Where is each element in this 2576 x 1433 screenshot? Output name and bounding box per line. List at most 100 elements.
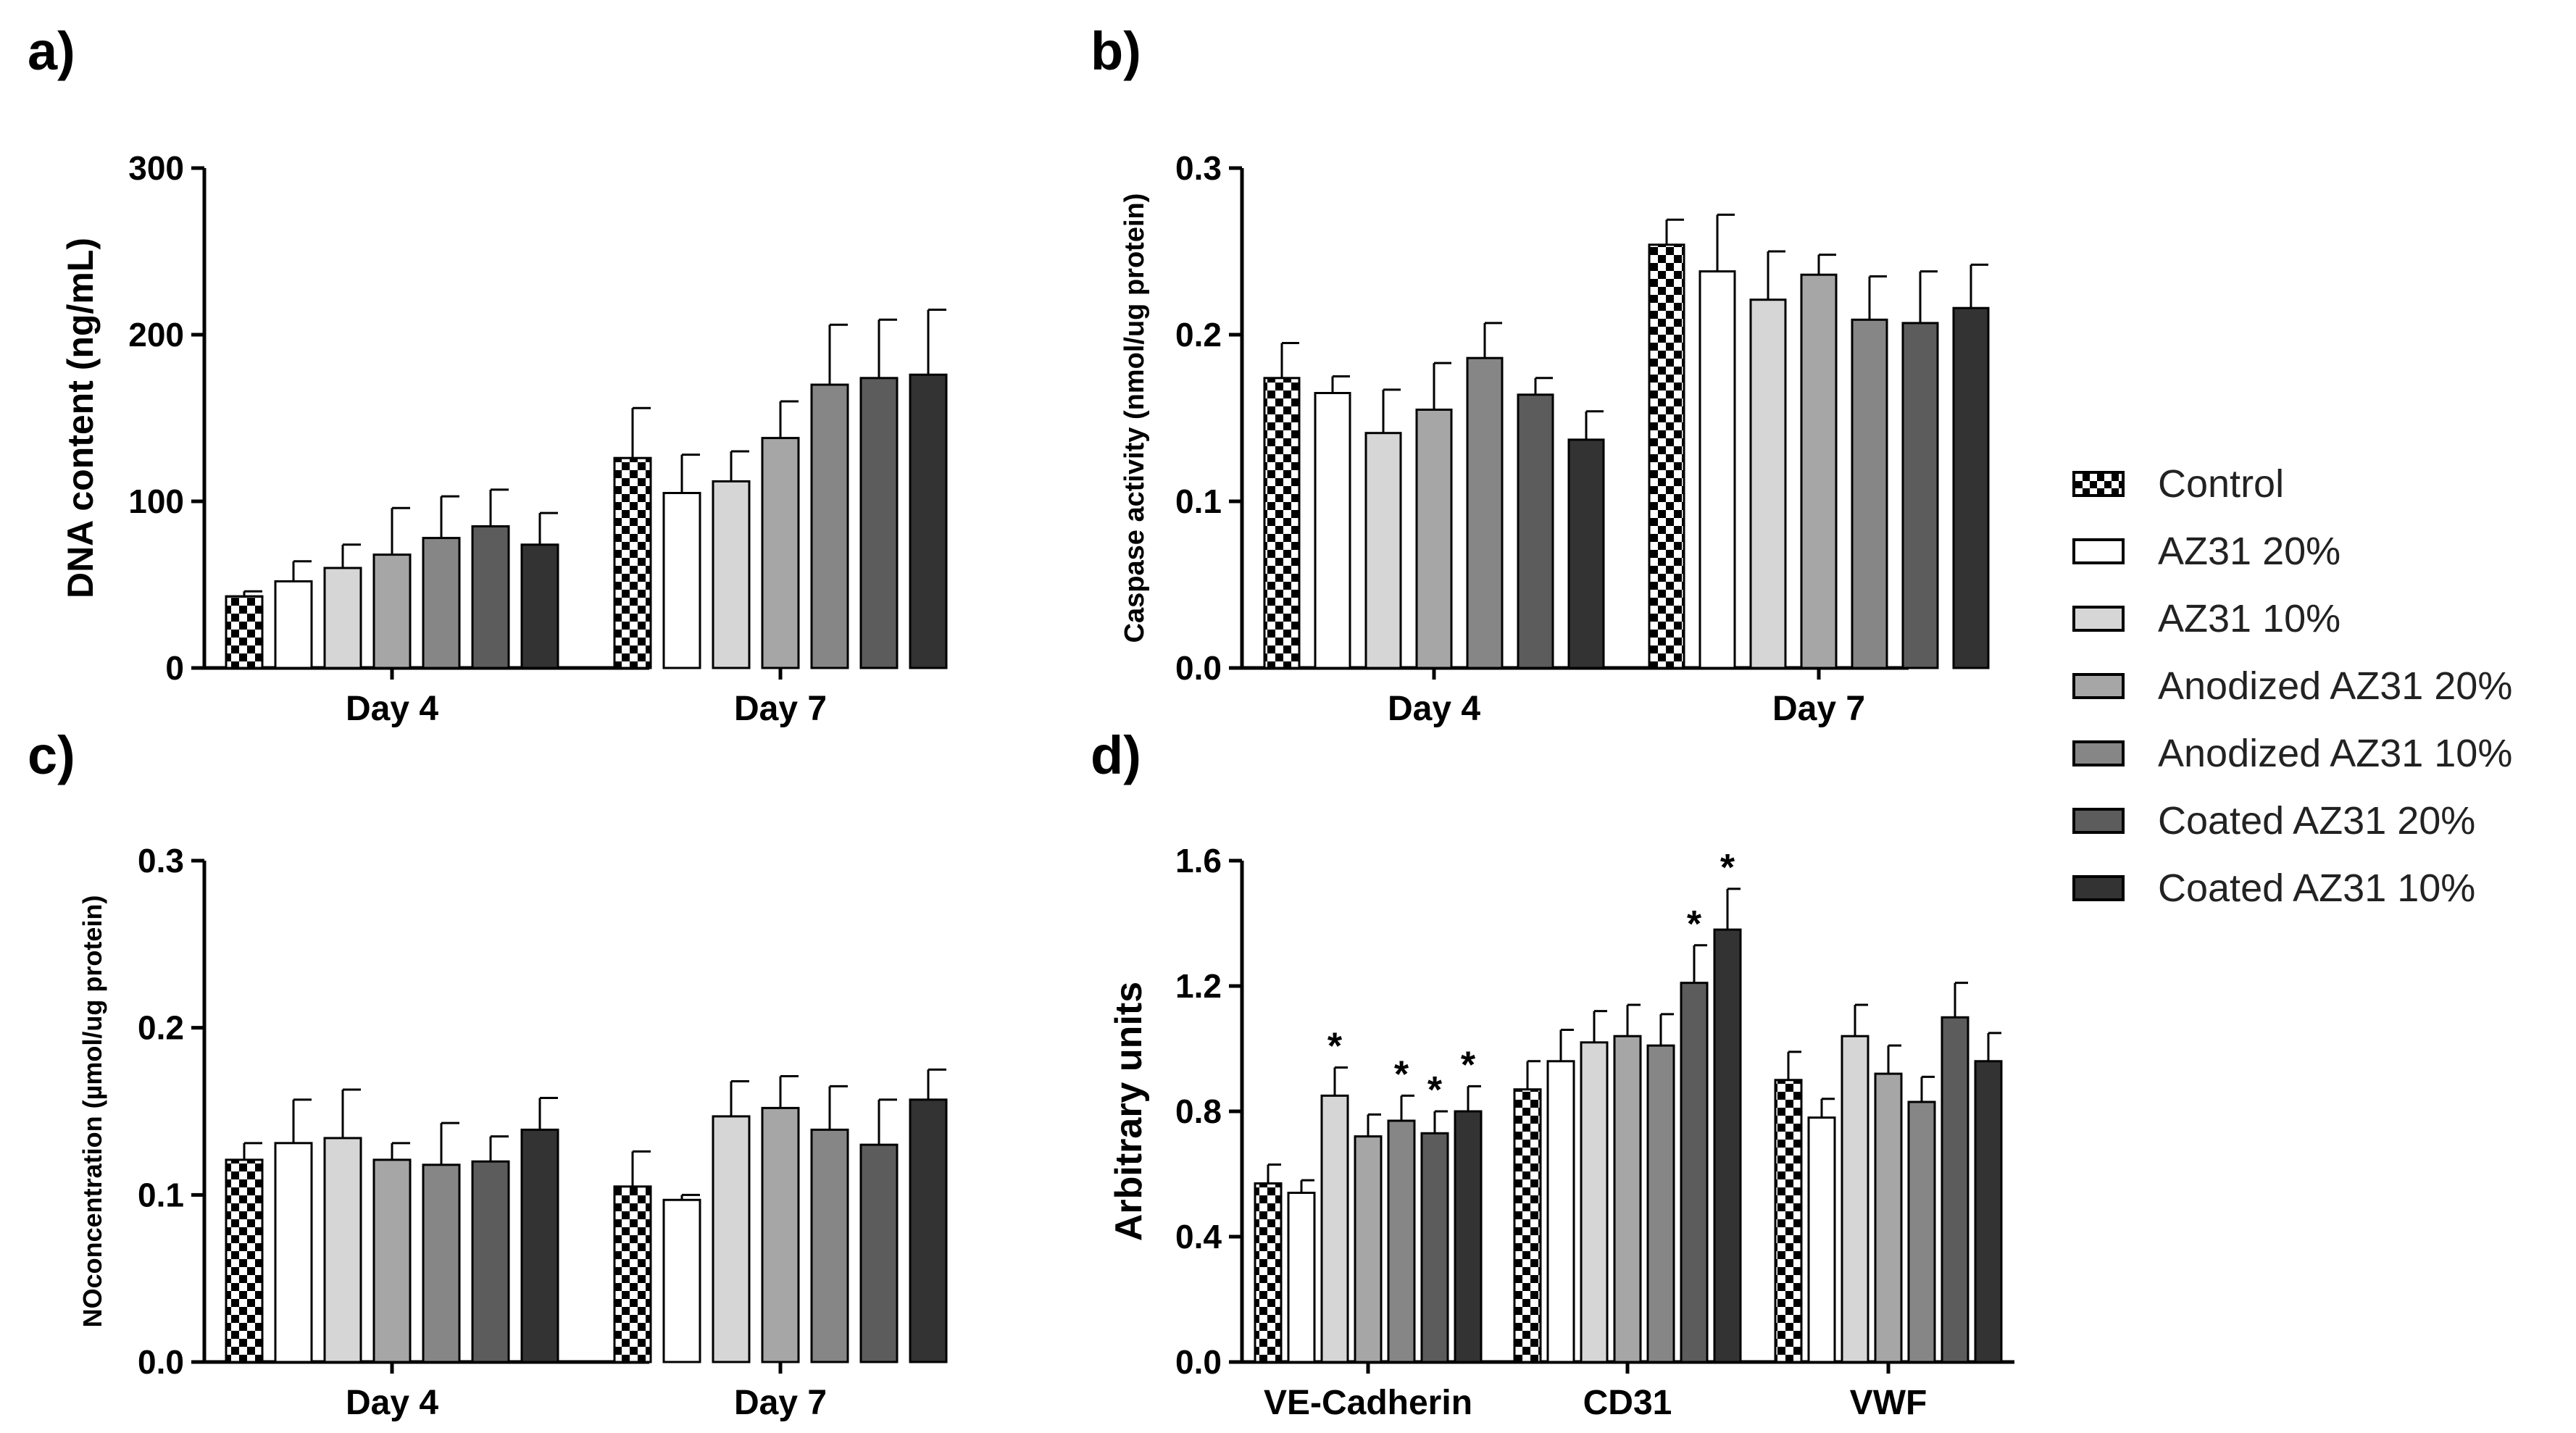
y-tick-label: 0.1 — [138, 1176, 184, 1213]
bar — [1648, 243, 1685, 669]
bar — [1254, 1182, 1283, 1363]
significance-star: * — [1427, 1069, 1443, 1111]
y-tick-label: 1.6 — [1175, 842, 1222, 880]
bar — [1800, 273, 1838, 669]
bar — [471, 525, 510, 669]
bar — [1287, 1191, 1316, 1363]
legend-label: AZ31 20% — [2158, 530, 2341, 573]
bar — [1420, 1132, 1449, 1363]
bar — [1354, 1135, 1383, 1363]
bar — [1513, 1088, 1542, 1363]
bar — [1387, 1119, 1416, 1363]
legend-label: Coated AZ31 20% — [2158, 799, 2476, 843]
bar — [613, 1185, 652, 1363]
legend-label: Coated AZ31 10% — [2158, 866, 2476, 910]
bar — [1454, 1110, 1483, 1363]
bar — [520, 1128, 559, 1363]
significance-star: * — [1687, 903, 1702, 945]
legend-swatch — [2072, 471, 2125, 497]
bar — [1901, 322, 1939, 669]
bar — [1415, 409, 1453, 669]
bar — [225, 1158, 264, 1363]
y-axis-label: DNA content (ng/mL) — [60, 238, 101, 598]
bar — [810, 1128, 849, 1363]
chart-panel-a: a) DNA content (ng/mL) 0 100 200 300 Day 4 Day … — [28, 21, 948, 728]
chart-panel-b: b) Caspase activity (nmol/ug protein) 0.0 0… — [1091, 21, 1990, 728]
bar — [1580, 1041, 1609, 1363]
significance-star: * — [1720, 847, 1735, 889]
bar — [859, 1143, 899, 1363]
significance-star: * — [1461, 1044, 1476, 1086]
y-tick-label: 0.2 — [138, 1009, 184, 1047]
bar — [1907, 1100, 1936, 1363]
y-tick-label: 1.2 — [1175, 967, 1222, 1005]
bar — [520, 543, 559, 669]
y-axis-label: Arbitrary units — [1108, 982, 1150, 1241]
legend-swatch — [2072, 538, 2125, 564]
bar — [1841, 1035, 1870, 1363]
bar — [613, 456, 652, 669]
bar — [372, 553, 412, 669]
bar — [859, 377, 899, 669]
y-tick-label: 0.0 — [1175, 1343, 1222, 1381]
significance-star: * — [1327, 1025, 1343, 1067]
bar — [1680, 982, 1709, 1363]
x-tick-label: Day 7 — [734, 690, 827, 728]
bar — [274, 1142, 313, 1363]
x-tick-label: Day 4 — [346, 690, 438, 728]
y-tick-label: 0.3 — [138, 842, 184, 880]
panel-letter: b) — [1091, 21, 1141, 81]
bar — [1807, 1116, 1836, 1363]
bar — [471, 1160, 510, 1363]
y-tick-label: 0.0 — [1175, 649, 1222, 687]
bar — [761, 437, 800, 669]
bar — [1320, 1094, 1349, 1363]
bar — [323, 1137, 362, 1363]
legend-label: Anodized AZ31 10% — [2158, 732, 2513, 775]
panel-letter: c) — [28, 725, 75, 785]
bar — [1517, 393, 1554, 669]
bar — [372, 1158, 412, 1363]
y-axis-label: NOconcentration (µmol/ug protein) — [78, 895, 107, 1328]
x-tick-label: Day 7 — [734, 1384, 827, 1422]
bar — [1713, 928, 1742, 1363]
bar — [1263, 377, 1301, 669]
y-axis-label: Caspase activity (nmol/ug protein) — [1120, 193, 1150, 643]
x-tick-label: VWF — [1850, 1384, 1927, 1422]
y-tick-label: 0 — [165, 649, 184, 687]
y-tick-label: 0.8 — [1175, 1092, 1222, 1130]
x-tick-label: Day 4 — [346, 1384, 438, 1422]
bar — [1546, 1060, 1575, 1363]
chart-panel-d: d) Arbitrary units 0.0 0.4 0.8 1.2 1.6 VE-Cadhe… — [1091, 725, 2014, 1422]
bar — [1952, 306, 1990, 669]
y-tick-label: 200 — [128, 316, 184, 354]
bar — [1314, 392, 1351, 669]
bar — [1851, 318, 1888, 669]
bar — [1874, 1072, 1903, 1363]
bar — [1974, 1060, 2003, 1363]
bar — [1698, 270, 1736, 669]
legend-swatch — [2072, 673, 2125, 699]
bar — [422, 1163, 461, 1363]
bar — [810, 383, 849, 669]
legend-swatch — [2072, 875, 2125, 901]
bar — [662, 492, 701, 669]
legend-swatch — [2072, 606, 2125, 632]
bar — [1466, 356, 1504, 669]
y-tick-label: 0.4 — [1175, 1218, 1222, 1256]
legend-label: Control — [2158, 462, 2285, 506]
significance-star: * — [1394, 1053, 1409, 1095]
x-tick-label: CD31 — [1583, 1384, 1672, 1422]
bar — [274, 580, 313, 669]
x-tick-label: VE-Cadherin — [1264, 1384, 1472, 1422]
bar — [1567, 438, 1605, 669]
y-tick-label: 0.0 — [138, 1343, 184, 1381]
bar — [323, 567, 362, 669]
chart-panel-c: c) NOconcentration (µmol/ug protein) 0.0 0.… — [28, 725, 948, 1422]
bar — [712, 480, 751, 669]
legend-label: AZ31 10% — [2158, 597, 2341, 640]
bar — [1646, 1044, 1675, 1363]
y-tick-label: 300 — [128, 149, 184, 187]
x-tick-label: Day 4 — [1388, 690, 1480, 728]
panel-letter: a) — [28, 21, 75, 81]
